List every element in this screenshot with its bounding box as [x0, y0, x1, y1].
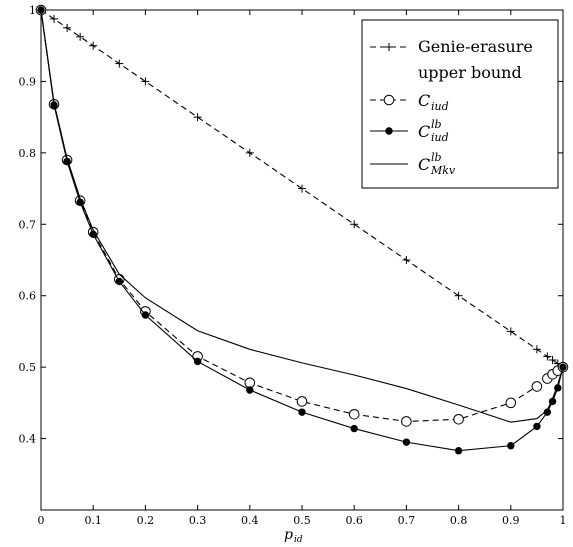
series-layer [35, 4, 569, 455]
y-tick-label: 0.7 [19, 218, 37, 231]
data-point-2-14 [533, 422, 541, 431]
data-point-0-14 [532, 345, 541, 354]
y-tick-label: 0.9 [19, 75, 37, 88]
data-point-2-6 [141, 311, 150, 319]
legend-label-2: Ciud [418, 122, 449, 144]
series-3 [40, 9, 564, 423]
data-point-2-9 [298, 408, 306, 416]
y-tick-label: 0.8 [19, 147, 37, 160]
data-point-2-7 [193, 357, 202, 366]
x-tick-label: 0.8 [450, 514, 468, 527]
data-point-0-5 [115, 59, 124, 68]
x-axis-label-subscript: id [294, 535, 303, 543]
data-point-2-8 [246, 386, 254, 394]
data-point-0-10 [350, 220, 359, 229]
data-point-2-10 [350, 424, 358, 433]
data-point-2-13 [507, 442, 515, 450]
data-point-0-4 [89, 41, 98, 50]
legend-marker-1 [383, 94, 395, 106]
data-point-0-16 [548, 356, 557, 364]
data-point-0-13 [506, 327, 515, 336]
legend-label-sup-2: lb [431, 118, 442, 131]
y-tick-label: 0.5 [19, 361, 37, 374]
legend-label-sup-3: lb [431, 151, 442, 164]
legend-marker-2 [385, 127, 393, 135]
x-tick-label: 0.9 [502, 514, 520, 527]
data-point-1-10 [348, 408, 360, 420]
x-axis-label: p [284, 527, 293, 543]
data-point-2-5 [115, 277, 124, 286]
x-tick-label: 0.4 [241, 514, 259, 527]
data-point-0-15 [543, 352, 552, 361]
x-tick-label: 0 [38, 514, 45, 527]
data-point-1-13 [505, 397, 517, 409]
legend-label-3: CMkv [418, 155, 456, 177]
data-point-2-12 [454, 447, 463, 455]
data-point-0-1 [50, 14, 59, 23]
legend-box [361, 19, 559, 189]
x-tick-label: 0.3 [189, 514, 207, 527]
data-point-0-7 [193, 113, 202, 122]
data-point-0-2 [63, 23, 72, 32]
legend-label-0: upper bound [418, 63, 522, 82]
y-tick-label: 0.6 [19, 290, 37, 303]
x-axis-title: p id [284, 527, 303, 545]
data-point-0-11 [402, 256, 411, 264]
data-point-0-9 [298, 184, 306, 193]
data-point-1-12 [453, 413, 464, 425]
x-tick-label: 0.1 [84, 514, 102, 527]
axis-ticks: 0 0.1 0.2 0.3 0.4 0.5 0.6 0.7 0.8 0.9 1 0.4 0.5 0.6 0.… [19, 4, 567, 527]
legend-label-0: Genie-erasure [418, 37, 533, 56]
data-point-1-11 [401, 416, 412, 427]
data-point-0-3 [76, 32, 85, 41]
data-point-1-9 [296, 396, 308, 407]
data-point-2-11 [402, 438, 411, 446]
data-point-0-8 [245, 148, 254, 157]
y-tick-label: 1 [29, 4, 36, 17]
data-point-0-12 [454, 291, 463, 300]
x-tick-label: 0.2 [137, 514, 155, 527]
series-0 [37, 6, 567, 372]
legend-label-1: Ciud [418, 91, 449, 113]
x-tick-label: 0.6 [345, 514, 363, 527]
x-tick-label: 0.5 [293, 514, 311, 527]
x-tick-label: 0.7 [398, 514, 416, 527]
data-point-0-6 [141, 77, 150, 86]
series-line-3 [40, 9, 564, 423]
legend-marker-0 [385, 43, 393, 51]
data-point-1-8 [244, 377, 256, 389]
data-point-1-14 [531, 381, 543, 392]
y-tick-label: 0.4 [19, 433, 37, 446]
x-tick-label: 1 [560, 514, 567, 527]
